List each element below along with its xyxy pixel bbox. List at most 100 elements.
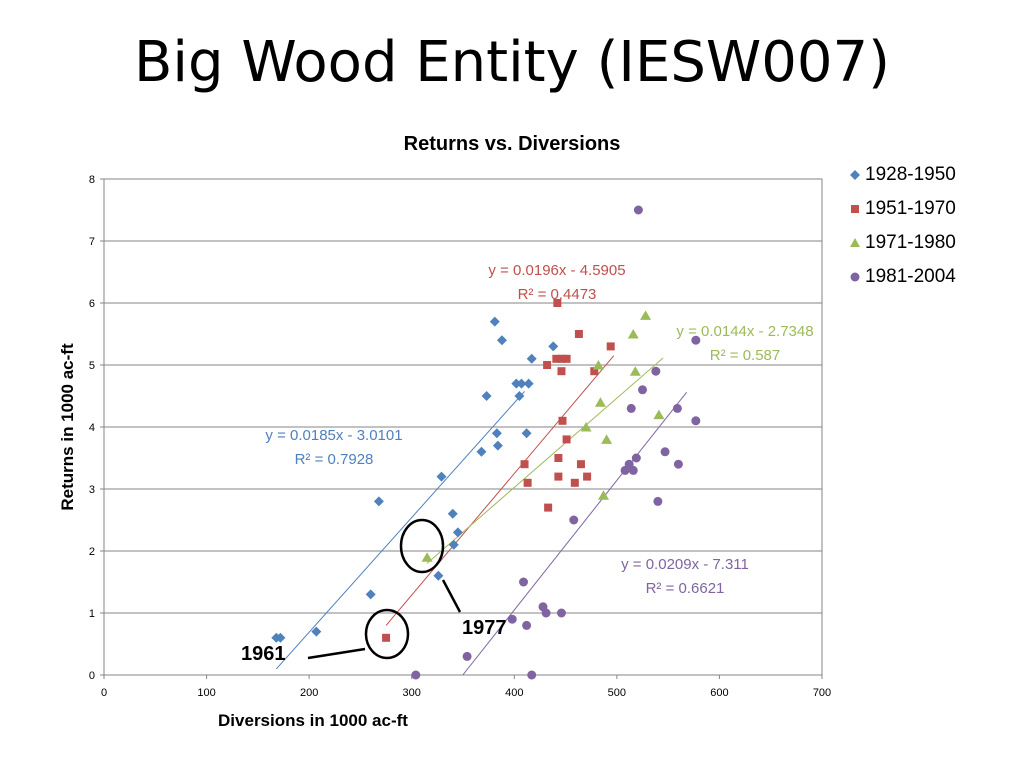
data-point-1981-2004	[519, 577, 529, 587]
data-point-1981-2004	[411, 670, 421, 680]
data-point-1928-1950	[521, 428, 532, 439]
data-point-1981-2004	[522, 620, 532, 630]
x-tick-label: 500	[608, 687, 626, 699]
chart-legend: 1928-1950 1951-1970 1971-1980 1981-2004	[845, 158, 956, 294]
legend-item-1928-1950: 1928-1950	[845, 158, 956, 192]
y-axis-title: Returns in 1000 ac-ft	[58, 343, 77, 511]
y-tick-label: 8	[89, 174, 95, 186]
trendline-r2: R² = 0.6621	[646, 580, 725, 597]
legend-marker-square	[851, 205, 859, 213]
y-tick-label: 3	[89, 484, 95, 496]
data-point-1928-1950	[476, 446, 487, 457]
legend-item-1951-1970: 1951-1970	[845, 192, 956, 226]
trendline-equation: y = 0.0185x - 3.0101	[265, 427, 402, 444]
data-point-1928-1950	[548, 341, 559, 352]
data-point-1928-1950	[275, 632, 286, 643]
data-point-1951-1970	[562, 354, 571, 363]
data-point-1971-1980	[421, 552, 433, 562]
trendline-1981-2004	[462, 391, 687, 676]
data-point-1928-1950	[447, 508, 458, 519]
data-point-1981-2004	[541, 608, 551, 618]
data-point-1928-1950	[433, 570, 444, 581]
annotation-ellipse-1977	[399, 518, 445, 574]
data-point-1981-2004	[628, 465, 638, 475]
data-point-1928-1950	[311, 626, 322, 637]
trendline-r2: R² = 0.587	[710, 347, 780, 364]
trendline-r2: R² = 0.7928	[295, 451, 374, 468]
data-point-1951-1970	[523, 478, 532, 487]
data-point-1928-1950	[481, 391, 492, 401]
data-point-1981-2004	[653, 496, 663, 506]
data-point-1951-1970	[557, 354, 566, 363]
annotation-leader-1977	[441, 579, 462, 613]
data-point-1928-1950	[448, 539, 459, 550]
data-point-1971-1980	[640, 310, 652, 320]
legend-label: 1971-1980	[865, 232, 956, 253]
data-point-1928-1950	[511, 378, 522, 389]
data-point-1951-1970	[574, 330, 583, 338]
legend-label: 1981-2004	[865, 266, 956, 287]
data-point-1951-1970	[552, 354, 561, 363]
data-point-1981-2004	[626, 403, 636, 413]
data-point-1951-1970	[544, 503, 553, 512]
data-point-1928-1950	[496, 335, 507, 346]
data-point-1951-1970	[520, 460, 529, 469]
data-point-1981-2004	[556, 608, 566, 618]
trendline-1928-1950	[275, 391, 525, 670]
data-point-1928-1950	[452, 527, 463, 538]
data-point-1951-1970	[583, 472, 592, 481]
data-point-1951-1970	[557, 367, 566, 376]
trendline-equation: y = 0.0196x - 4.5905	[488, 262, 625, 279]
x-tick-label: 600	[710, 687, 728, 699]
data-point-1971-1980	[601, 434, 613, 444]
data-point-1981-2004	[462, 651, 472, 661]
data-point-1971-1980	[627, 329, 639, 339]
data-point-1951-1970	[554, 472, 563, 481]
data-point-1951-1970	[543, 361, 552, 369]
legend-marker-triangle	[850, 238, 860, 247]
legend-marker-circle	[850, 272, 860, 282]
legend-label: 1951-1970	[865, 198, 956, 219]
data-point-1928-1950	[436, 471, 447, 482]
annotation-label-1977: 1977	[462, 617, 507, 639]
y-tick-label: 7	[89, 236, 95, 248]
data-point-1981-2004	[660, 447, 670, 457]
data-point-1928-1950	[492, 440, 503, 451]
data-point-1928-1950	[523, 378, 534, 389]
data-point-1928-1950	[514, 391, 525, 401]
data-point-1981-2004	[672, 403, 682, 413]
y-tick-label: 4	[89, 422, 95, 434]
trendline-r2: R² = 0.4473	[518, 286, 597, 303]
data-point-1951-1970	[554, 454, 563, 462]
data-point-1971-1980	[629, 366, 641, 376]
trendline-equation: y = 0.0209x - 7.311	[621, 556, 749, 573]
y-tick-label: 2	[89, 546, 95, 558]
trendline-1951-1970	[385, 355, 615, 626]
data-point-1971-1980	[580, 422, 592, 432]
data-point-1951-1970	[553, 299, 562, 307]
data-point-1928-1950	[526, 353, 537, 364]
chart-title: Returns vs. Diversions	[403, 133, 621, 155]
data-point-1971-1980	[598, 490, 610, 500]
data-point-1971-1980	[592, 360, 604, 370]
x-tick-label: 300	[403, 687, 421, 699]
data-point-1971-1980	[653, 409, 665, 420]
data-point-1981-2004	[527, 670, 537, 680]
legend-item-1971-1980: 1971-1980	[845, 226, 956, 260]
data-point-1951-1970	[562, 435, 571, 444]
data-point-1928-1950	[365, 589, 376, 600]
data-point-1981-2004	[673, 459, 683, 469]
data-point-1928-1950	[516, 378, 527, 389]
data-point-1928-1950	[373, 496, 384, 507]
y-tick-label: 0	[89, 670, 95, 682]
x-tick-label: 200	[300, 687, 318, 699]
annotation-ellipse-1961	[364, 608, 410, 660]
slide-title: Big Wood Entity (IESW007)	[134, 30, 890, 95]
trendline-1971-1980	[426, 357, 664, 564]
x-axis-title: Diversions in 1000 ac-ft	[218, 711, 408, 730]
data-point-1951-1970	[558, 416, 567, 425]
y-tick-label: 5	[89, 360, 95, 372]
data-point-1981-2004	[633, 205, 643, 215]
x-tick-label: 700	[813, 687, 831, 699]
